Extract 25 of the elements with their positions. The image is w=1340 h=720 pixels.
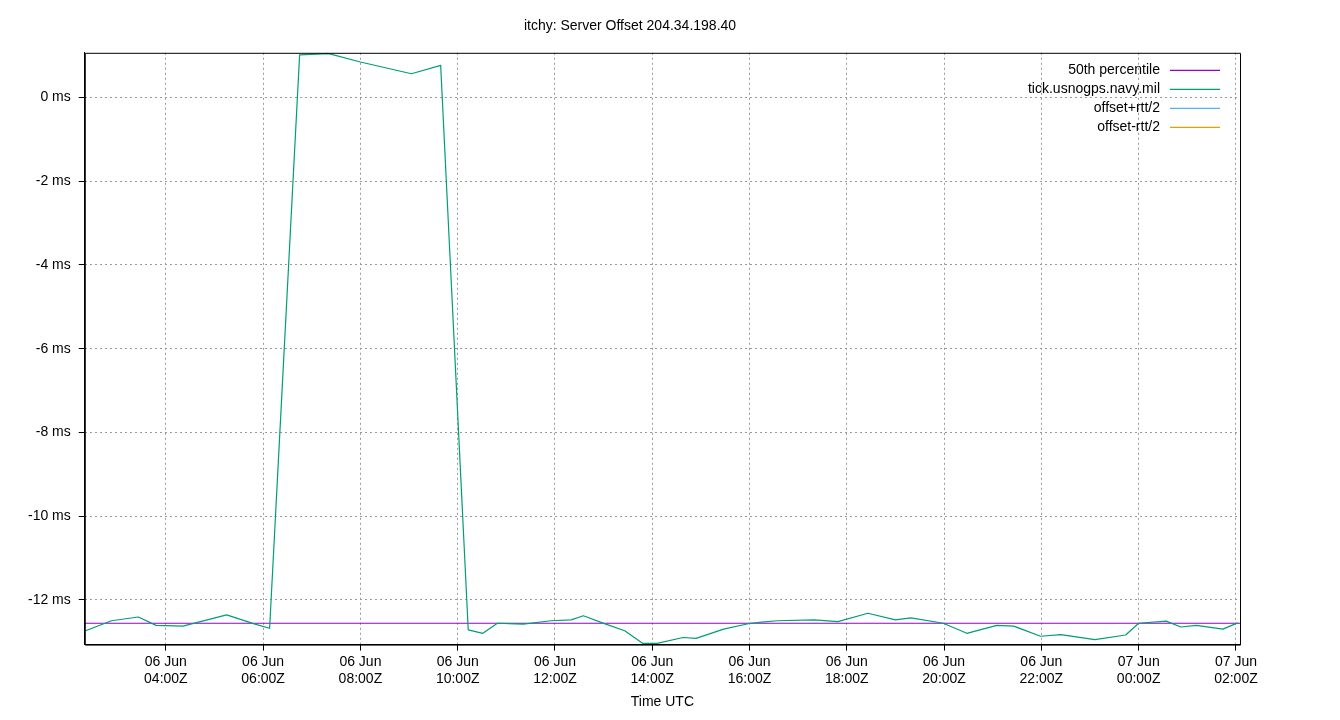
y-tick-label: -8 ms <box>35 423 71 440</box>
x-tick-label: 06 Jun 22:00Z <box>1019 652 1064 686</box>
y-tick-label: -12 ms <box>27 590 71 607</box>
y-tick-label: -4 ms <box>35 255 71 272</box>
chart-title: itchy: Server Offset 204.34.198.40 <box>523 17 737 34</box>
y-tick-label: -6 ms <box>35 339 71 356</box>
y-tick-label: -10 ms <box>27 506 71 523</box>
legend-label: offset+rtt/2 <box>1093 98 1161 115</box>
x-axis-title: Time UTC <box>630 693 695 710</box>
x-tick-label: 06 Jun 12:00Z <box>533 652 578 686</box>
x-tick-label: 06 Jun 14:00Z <box>630 652 675 686</box>
x-tick-label: 06 Jun 20:00Z <box>922 652 967 686</box>
y-tick-label: -2 ms <box>35 172 71 189</box>
x-tick-label: 06 Jun 10:00Z <box>435 652 480 686</box>
legend-label: offset-rtt/2 <box>1097 117 1161 134</box>
x-tick-label: 07 Jun 00:00Z <box>1116 652 1161 686</box>
x-tick-label: 06 Jun 18:00Z <box>825 652 870 686</box>
x-tick-label: 06 Jun 04:00Z <box>144 652 189 686</box>
x-tick-label: 06 Jun 08:00Z <box>338 652 383 686</box>
x-tick-label: 07 Jun 02:00Z <box>1214 652 1259 686</box>
y-tick-label: 0 ms <box>40 88 71 105</box>
legend-label: 50th percentile <box>1068 60 1161 77</box>
legend-label: tick.usnogps.navy.mil <box>1027 79 1160 96</box>
x-tick-label: 06 Jun 16:00Z <box>727 652 772 686</box>
x-tick-label: 06 Jun 06:00Z <box>241 652 286 686</box>
